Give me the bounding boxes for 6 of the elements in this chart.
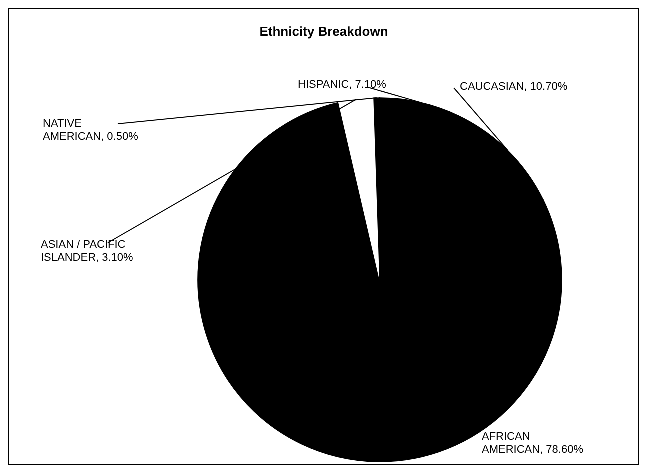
slice-label: CAUCASIAN, 10.70% [460,81,568,93]
slice-label: ASIAN / PACIFIC ISLANDER, 3.10% [41,239,134,264]
chart-title: Ethnicity Breakdown [260,24,388,39]
slice-label: HISPANIC, 7.10% [298,79,387,91]
slice-label: NATIVE AMERICAN, 0.50% [43,118,139,143]
slice-label: AFRICAN AMERICAN, 78.60% [482,431,584,456]
